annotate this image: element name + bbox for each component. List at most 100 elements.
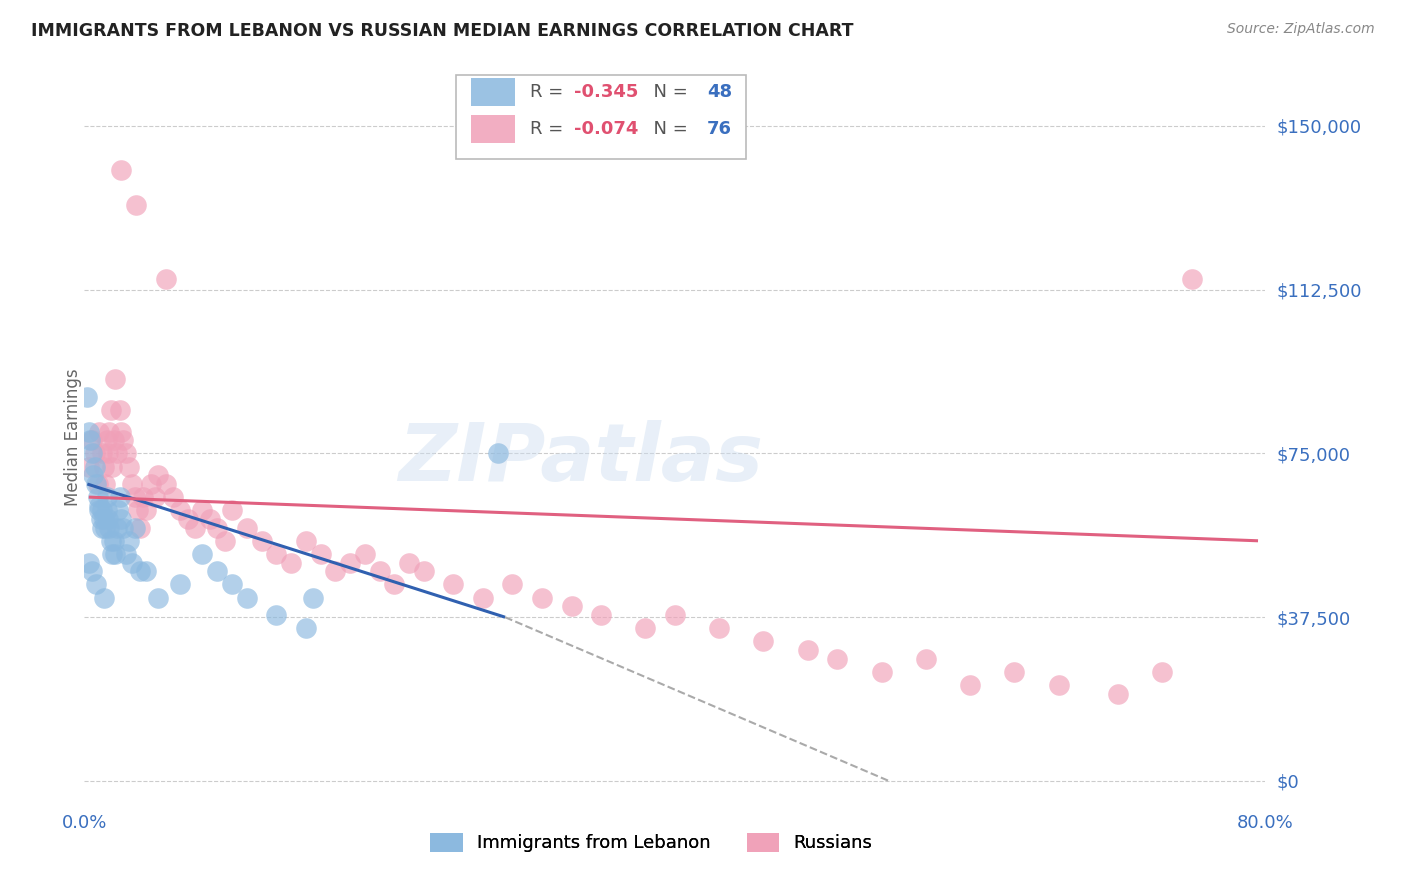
Text: ZIPatlas: ZIPatlas — [398, 420, 763, 498]
Point — [368, 565, 391, 579]
Point — [709, 621, 731, 635]
Point — [561, 599, 583, 614]
Point — [100, 533, 122, 548]
Point — [83, 459, 105, 474]
Point — [472, 591, 495, 605]
Point — [97, 512, 120, 526]
Point — [295, 533, 318, 548]
Legend: Immigrants from Lebanon, Russians: Immigrants from Lebanon, Russians — [423, 826, 880, 860]
Point — [1150, 665, 1173, 679]
Point — [1181, 272, 1204, 286]
Text: -0.074: -0.074 — [575, 120, 638, 138]
Point — [77, 425, 100, 439]
Point — [114, 547, 136, 561]
Point — [124, 521, 146, 535]
Point — [266, 547, 288, 561]
Point — [302, 591, 325, 605]
Point — [98, 521, 121, 535]
Point — [870, 665, 893, 679]
Point — [96, 503, 118, 517]
Point — [84, 577, 107, 591]
Point — [207, 521, 229, 535]
Point — [915, 651, 938, 665]
Point — [91, 446, 114, 460]
Point — [110, 512, 132, 526]
Point — [339, 556, 361, 570]
Point — [79, 434, 101, 448]
Point — [752, 634, 775, 648]
Point — [250, 533, 273, 548]
Point — [191, 503, 214, 517]
Text: -0.345: -0.345 — [575, 83, 638, 101]
Y-axis label: Median Earnings: Median Earnings — [65, 368, 82, 506]
Point — [634, 621, 657, 635]
Point — [91, 503, 114, 517]
Point — [101, 459, 124, 474]
Point — [93, 459, 115, 474]
Text: Source: ZipAtlas.com: Source: ZipAtlas.com — [1227, 22, 1375, 37]
FancyBboxPatch shape — [471, 115, 516, 143]
Point — [104, 372, 127, 386]
Point — [129, 521, 152, 535]
Point — [325, 565, 347, 579]
Point — [104, 547, 127, 561]
Point — [827, 651, 849, 665]
Point — [797, 643, 820, 657]
Point — [107, 503, 129, 517]
Point — [198, 512, 221, 526]
Point — [155, 272, 177, 286]
Point — [169, 503, 191, 517]
Point — [443, 577, 465, 591]
Text: R =: R = — [530, 120, 568, 138]
Point — [96, 434, 118, 448]
Point — [169, 577, 191, 591]
Point — [207, 565, 229, 579]
FancyBboxPatch shape — [471, 78, 516, 106]
Point — [108, 490, 131, 504]
Point — [94, 521, 117, 535]
Point — [959, 678, 981, 692]
Point — [80, 565, 103, 579]
Point — [266, 607, 288, 622]
Point — [132, 490, 155, 504]
Point — [87, 503, 111, 517]
Point — [82, 468, 104, 483]
Point — [111, 434, 134, 448]
Point — [531, 591, 554, 605]
Point — [214, 533, 236, 548]
Point — [295, 621, 318, 635]
Point — [86, 477, 108, 491]
Point — [591, 607, 613, 622]
Point — [121, 556, 143, 570]
Text: R =: R = — [530, 83, 568, 101]
Point — [236, 591, 259, 605]
Point — [87, 499, 111, 513]
FancyBboxPatch shape — [457, 75, 745, 159]
Point — [96, 490, 118, 504]
Point — [236, 521, 259, 535]
Point — [382, 577, 406, 591]
Point — [87, 425, 111, 439]
Point — [110, 162, 132, 177]
Point — [111, 521, 134, 535]
Point — [177, 512, 200, 526]
Point — [125, 197, 148, 211]
Text: IMMIGRANTS FROM LEBANON VS RUSSIAN MEDIAN EARNINGS CORRELATION CHART: IMMIGRANTS FROM LEBANON VS RUSSIAN MEDIA… — [31, 22, 853, 40]
Point — [280, 556, 302, 570]
Point — [1047, 678, 1070, 692]
Point — [110, 425, 132, 439]
Point — [77, 556, 100, 570]
Point — [354, 547, 377, 561]
Point — [103, 533, 125, 548]
Point — [118, 459, 141, 474]
Point — [221, 503, 243, 517]
Text: 76: 76 — [707, 120, 731, 138]
Point — [97, 446, 120, 460]
Point — [148, 591, 170, 605]
Point — [221, 577, 243, 591]
Point — [162, 490, 184, 504]
Point — [135, 503, 157, 517]
Text: N =: N = — [641, 120, 693, 138]
Point — [129, 565, 152, 579]
Point — [80, 446, 103, 460]
